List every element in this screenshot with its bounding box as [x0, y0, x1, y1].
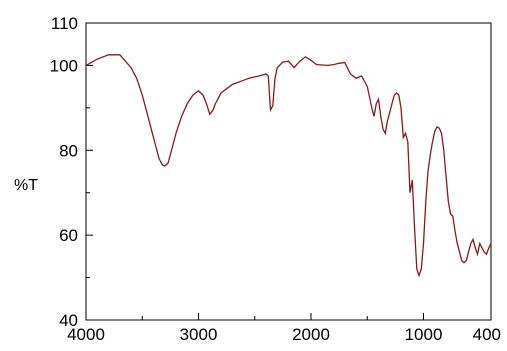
y-tick-label: 100: [50, 56, 78, 75]
x-tick-label: 400: [473, 325, 501, 344]
x-tick-label: 3000: [180, 325, 218, 344]
y-tick-label: 40: [59, 311, 78, 330]
y-tick-label: 60: [59, 226, 78, 245]
x-axis-ticks: [85, 313, 492, 320]
y-axis-tick-labels: 40 60 80 100 110: [50, 14, 78, 330]
x-tick-label: 4000: [67, 325, 105, 344]
y-tick-label: 80: [59, 141, 78, 160]
plot-frame: [85, 22, 492, 321]
y-axis-ticks: [86, 22, 93, 321]
transmittance-line: [85, 54, 492, 278]
x-tick-label: 1000: [405, 325, 443, 344]
x-axis-tick-labels: 4000 3000 2000 1000 400: [67, 325, 501, 344]
y-axis-label: %T: [14, 177, 38, 194]
x-tick-label: 2000: [292, 325, 330, 344]
y-tick-label: 110: [51, 14, 78, 33]
